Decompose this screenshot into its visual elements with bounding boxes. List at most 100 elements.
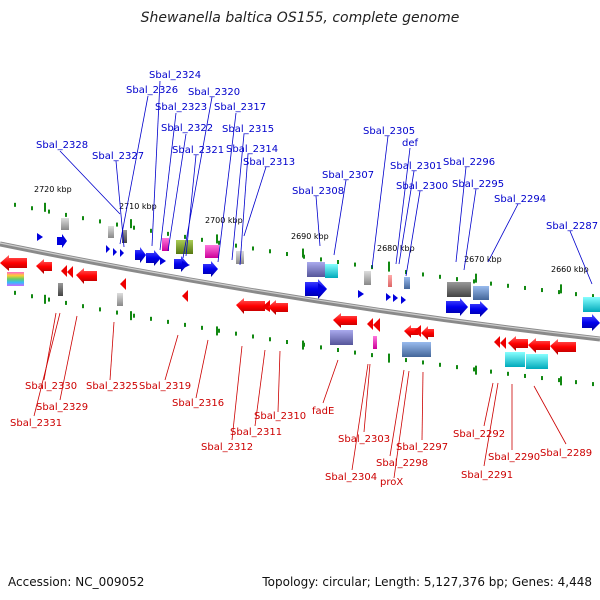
gene-box[interactable] <box>364 271 371 285</box>
gene-label-forward[interactable]: Sbal_2305 <box>363 126 415 137</box>
gene-label-reverse[interactable]: Sbal_2310 <box>254 411 306 422</box>
gene-label-reverse[interactable]: proX <box>380 477 403 488</box>
gene-box[interactable] <box>7 272 24 286</box>
gene-box[interactable] <box>373 336 377 349</box>
gene-label-forward[interactable]: Sbal_2328 <box>36 140 88 151</box>
gene-arrow[interactable] <box>268 300 288 315</box>
gene-label-forward[interactable]: Sbal_2327 <box>92 151 144 162</box>
gene-box[interactable] <box>176 240 193 254</box>
gene-arrow[interactable] <box>236 298 265 314</box>
gene-label-forward[interactable]: Sbal_2322 <box>161 123 213 134</box>
gene-arrow[interactable] <box>446 298 468 316</box>
gene-box[interactable] <box>505 352 525 367</box>
gene-box[interactable] <box>402 342 431 357</box>
gene-label-reverse[interactable]: Sbal_2331 <box>10 418 62 429</box>
gene-arrow[interactable] <box>401 296 406 304</box>
gene-box[interactable] <box>473 286 489 300</box>
gene-label-forward[interactable]: Sbal_2287 <box>546 221 598 232</box>
gene-arrow[interactable] <box>57 234 67 248</box>
gene-box[interactable] <box>236 251 244 264</box>
gene-label-reverse[interactable]: Sbal_2289 <box>540 448 592 459</box>
gene-arrow[interactable] <box>494 336 500 348</box>
gene-label-forward[interactable]: Sbal_2296 <box>443 157 495 168</box>
gene-arrow[interactable] <box>470 301 488 317</box>
gene-label-reverse[interactable]: Sbal_2329 <box>36 402 88 413</box>
gene-arrow[interactable] <box>404 325 418 338</box>
gene-label-forward[interactable]: Sbal_2315 <box>222 124 274 135</box>
gene-label-reverse[interactable]: Sbal_2325 <box>86 381 138 392</box>
gene-box[interactable] <box>330 330 353 345</box>
gene-label-reverse[interactable]: Sbal_2303 <box>338 434 390 445</box>
gene-box[interactable] <box>325 264 338 278</box>
gene-label-forward[interactable]: Sbal_2321 <box>172 145 224 156</box>
gene-label-forward[interactable]: Sbal_2320 <box>188 87 240 98</box>
gene-label-reverse[interactable]: Sbal_2291 <box>461 470 513 481</box>
gene-arrow[interactable] <box>333 313 357 328</box>
gene-arrow[interactable] <box>421 326 434 340</box>
gene-box[interactable] <box>447 282 471 297</box>
gene-arrow[interactable] <box>146 250 161 266</box>
gene-label-forward[interactable]: def <box>402 138 419 149</box>
gene-label-reverse[interactable]: Sbal_2316 <box>172 398 224 409</box>
gene-arrow[interactable] <box>386 293 391 301</box>
gene-arrow[interactable] <box>182 290 188 302</box>
gene-arrow[interactable] <box>106 245 110 253</box>
gene-box[interactable] <box>205 245 219 258</box>
gene-arrow[interactable] <box>113 248 117 256</box>
gene-box[interactable] <box>61 218 69 230</box>
gene-box[interactable] <box>404 277 410 289</box>
gene-arrow[interactable] <box>582 314 600 331</box>
gene-label-forward[interactable]: Sbal_2324 <box>149 70 201 81</box>
gene-box[interactable] <box>388 275 392 287</box>
gene-arrow[interactable] <box>528 338 550 353</box>
gene-arrow[interactable] <box>373 318 380 332</box>
gene-box[interactable] <box>162 238 169 251</box>
gene-arrow[interactable] <box>358 290 364 298</box>
gene-arrow[interactable] <box>67 266 73 278</box>
gene-label-forward[interactable]: Sbal_2313 <box>243 157 295 168</box>
gene-arrow[interactable] <box>160 257 166 265</box>
gene-arrow[interactable] <box>36 259 52 274</box>
gene-label-reverse[interactable]: Sbal_2330 <box>25 381 77 392</box>
gene-arrow[interactable] <box>203 261 218 277</box>
gene-arrow[interactable] <box>37 233 43 241</box>
gene-box[interactable] <box>583 297 600 312</box>
gene-box[interactable] <box>58 283 63 296</box>
gene-box[interactable] <box>526 354 548 369</box>
gene-arrow[interactable] <box>367 318 373 330</box>
gene-label-forward[interactable]: Sbal_2317 <box>214 102 266 113</box>
gene-arrow[interactable] <box>182 261 190 269</box>
gene-label-reverse[interactable]: Sbal_2292 <box>453 429 505 440</box>
gene-arrow[interactable] <box>120 278 126 290</box>
gene-label-reverse[interactable]: Sbal_2319 <box>139 381 191 392</box>
gene-label-forward[interactable]: Sbal_2326 <box>126 85 178 96</box>
gene-box[interactable] <box>108 226 114 238</box>
gene-arrow[interactable] <box>305 279 327 299</box>
gene-arrow[interactable] <box>0 255 27 271</box>
gene-arrow[interactable] <box>550 339 576 355</box>
gene-arrow[interactable] <box>393 294 398 302</box>
gene-arrow[interactable] <box>61 265 67 277</box>
gene-label-forward[interactable]: Sbal_2323 <box>155 102 207 113</box>
gene-label-forward[interactable]: Sbal_2295 <box>452 179 504 190</box>
gene-label-forward[interactable]: Sbal_2314 <box>226 144 278 155</box>
gene-arrow[interactable] <box>262 300 270 312</box>
gene-arrow[interactable] <box>508 336 528 351</box>
gene-arrow[interactable] <box>414 325 421 337</box>
gene-label-forward[interactable]: Sbal_2300 <box>396 181 448 192</box>
gene-label-forward[interactable]: Sbal_2294 <box>494 194 546 205</box>
gene-arrow[interactable] <box>120 249 124 257</box>
gene-arrow[interactable] <box>76 268 97 284</box>
gene-arrow[interactable] <box>500 337 506 349</box>
gene-label-reverse[interactable]: Sbal_2290 <box>488 452 540 463</box>
gene-label-reverse[interactable]: Sbal_2311 <box>230 427 282 438</box>
gene-box[interactable] <box>122 230 127 243</box>
gene-label-reverse[interactable]: Sbal_2312 <box>201 442 253 453</box>
gene-box[interactable] <box>117 293 123 306</box>
gene-box[interactable] <box>307 262 325 277</box>
gene-label-forward[interactable]: Sbal_2307 <box>322 170 374 181</box>
gene-label-reverse[interactable]: Sbal_2304 <box>325 472 377 483</box>
gene-label-reverse[interactable]: Sbal_2298 <box>376 458 428 469</box>
gene-arrow[interactable] <box>318 283 326 295</box>
gene-label-forward[interactable]: Sbal_2301 <box>390 161 442 172</box>
